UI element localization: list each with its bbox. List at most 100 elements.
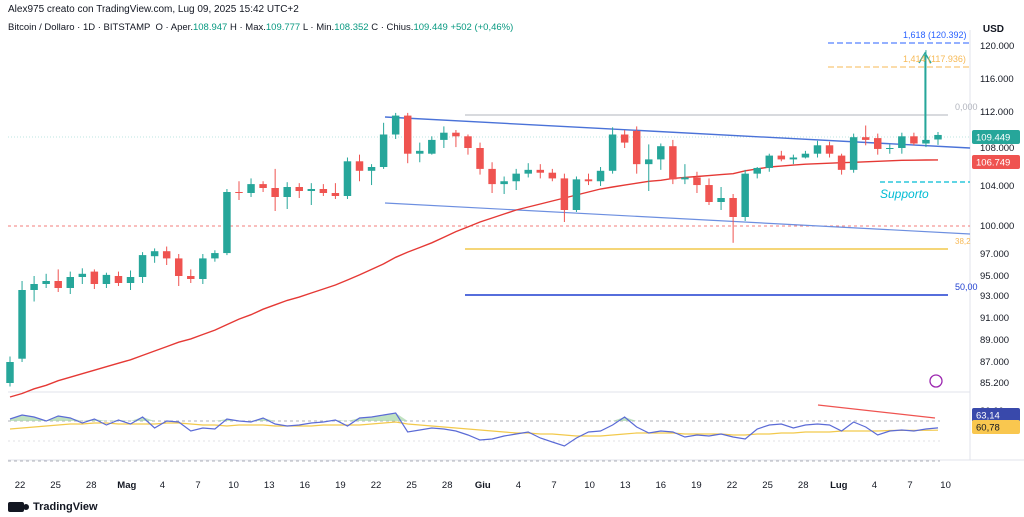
candle-body <box>765 155 774 168</box>
candle <box>295 183 303 198</box>
candle <box>211 250 219 262</box>
candle <box>825 141 834 158</box>
candle <box>138 252 147 283</box>
candle <box>187 269 195 283</box>
time-axis-label: 7 <box>195 480 200 491</box>
candle-body <box>428 139 436 154</box>
time-axis-label: 16 <box>656 480 667 491</box>
candle-body <box>548 172 557 179</box>
candle-body <box>150 251 159 257</box>
price-axis-label: 97.000 <box>980 249 1009 260</box>
time-axis[interactable]: 22 25 28 Mag 4 7 10 13 16 19 22 25 28 Giu 4 7 10 13 16 19 22… <box>15 480 951 491</box>
price-axis-label: 87.000 <box>980 357 1009 368</box>
price-axis-label: 91.000 <box>980 313 1009 324</box>
candle-body <box>910 136 918 144</box>
candle <box>223 189 231 256</box>
candle-body <box>259 184 267 188</box>
alert-icon <box>929 374 943 388</box>
candle-body <box>78 273 87 277</box>
high-value: 109.777 <box>265 22 301 33</box>
tradingview-logo-icon <box>8 502 29 512</box>
time-axis-label: 10 <box>940 480 951 491</box>
rsi-ma-value-tag-bg <box>972 420 1020 434</box>
candle <box>199 254 207 284</box>
candle <box>343 157 352 199</box>
time-axis-label: 16 <box>300 480 311 491</box>
candle <box>849 133 858 173</box>
rsi-value-tag-bg <box>972 408 1020 422</box>
time-axis-label: 28 <box>86 480 97 491</box>
grid-lines <box>8 30 1024 461</box>
candle <box>837 153 846 175</box>
candle <box>30 276 38 302</box>
candle <box>693 171 701 193</box>
candle-body <box>464 136 472 148</box>
price-axis[interactable]: 120.000 116.000 112.000 108.000 104.000 100.0… <box>980 41 1014 417</box>
candle-body <box>801 153 810 158</box>
last-price-tag-bg <box>972 130 1020 144</box>
candle-body <box>777 155 786 160</box>
open-label: Aper. <box>170 22 193 33</box>
candle-body <box>307 189 316 191</box>
price-axis-label: 116.000 <box>980 74 1014 85</box>
symbol-name[interactable]: Bitcoin / Dollaro · 1D · BITSTAMP <box>8 22 151 33</box>
high-label: Max. <box>245 22 266 33</box>
time-axis-label: 13 <box>264 480 275 491</box>
time-axis-label: 22 <box>727 480 738 491</box>
candle-body <box>235 192 243 193</box>
time-axis-label: 28 <box>798 480 809 491</box>
candle-body <box>717 198 725 202</box>
close-value: 109.449 <box>413 22 448 33</box>
candle-body <box>584 179 593 182</box>
candle-body <box>6 362 14 383</box>
candle-body <box>669 146 677 180</box>
change-value: +502 (+0,46%) <box>450 22 514 33</box>
candle <box>150 248 159 263</box>
candle-body <box>199 258 207 279</box>
candle <box>416 142 424 163</box>
fib-1414-label: 1,414 (117.936) <box>903 54 966 64</box>
candle-body <box>379 134 388 167</box>
candle <box>452 130 460 148</box>
candle-body <box>645 159 653 165</box>
support-label: Supporto <box>880 187 929 201</box>
time-axis-label: 7 <box>551 480 556 491</box>
candle <box>307 183 316 205</box>
candle <box>560 173 569 222</box>
price-axis-label: 85.200 <box>980 378 1009 389</box>
candle <box>524 163 532 178</box>
candle-body <box>391 115 400 135</box>
candle-body <box>54 281 62 288</box>
candle <box>922 50 930 148</box>
candle-body <box>367 167 376 171</box>
time-axis-label: 22 <box>371 480 382 491</box>
candle-body <box>741 173 749 217</box>
candle <box>54 269 62 292</box>
rsi-overbought-fill <box>10 413 938 421</box>
last-price-tag: 109.449 <box>976 133 1010 144</box>
candle-body <box>403 115 412 154</box>
candle-body <box>849 137 858 170</box>
price-axis-label: 112.000 <box>980 107 1014 118</box>
price-axis-label: 108.000 <box>980 143 1014 154</box>
candle <box>18 281 26 362</box>
time-axis-label: 19 <box>335 480 346 491</box>
candle-body <box>934 134 942 140</box>
candle <box>42 273 50 288</box>
ma-line <box>9 159 939 398</box>
candle-body <box>789 157 798 160</box>
time-axis-label: 4 <box>160 480 165 491</box>
candle-body <box>295 187 303 191</box>
candle-body <box>825 145 834 154</box>
price-axis-label: 93.000 <box>980 291 1009 302</box>
candle <box>898 132 906 154</box>
high-letter: H <box>229 22 237 33</box>
trend-channel <box>384 51 971 235</box>
open-value: 108.947 <box>192 22 228 33</box>
price-axis-label: 89.000 <box>980 335 1009 346</box>
candle <box>874 133 882 155</box>
candle-body <box>861 137 870 140</box>
candle-body <box>620 134 629 143</box>
